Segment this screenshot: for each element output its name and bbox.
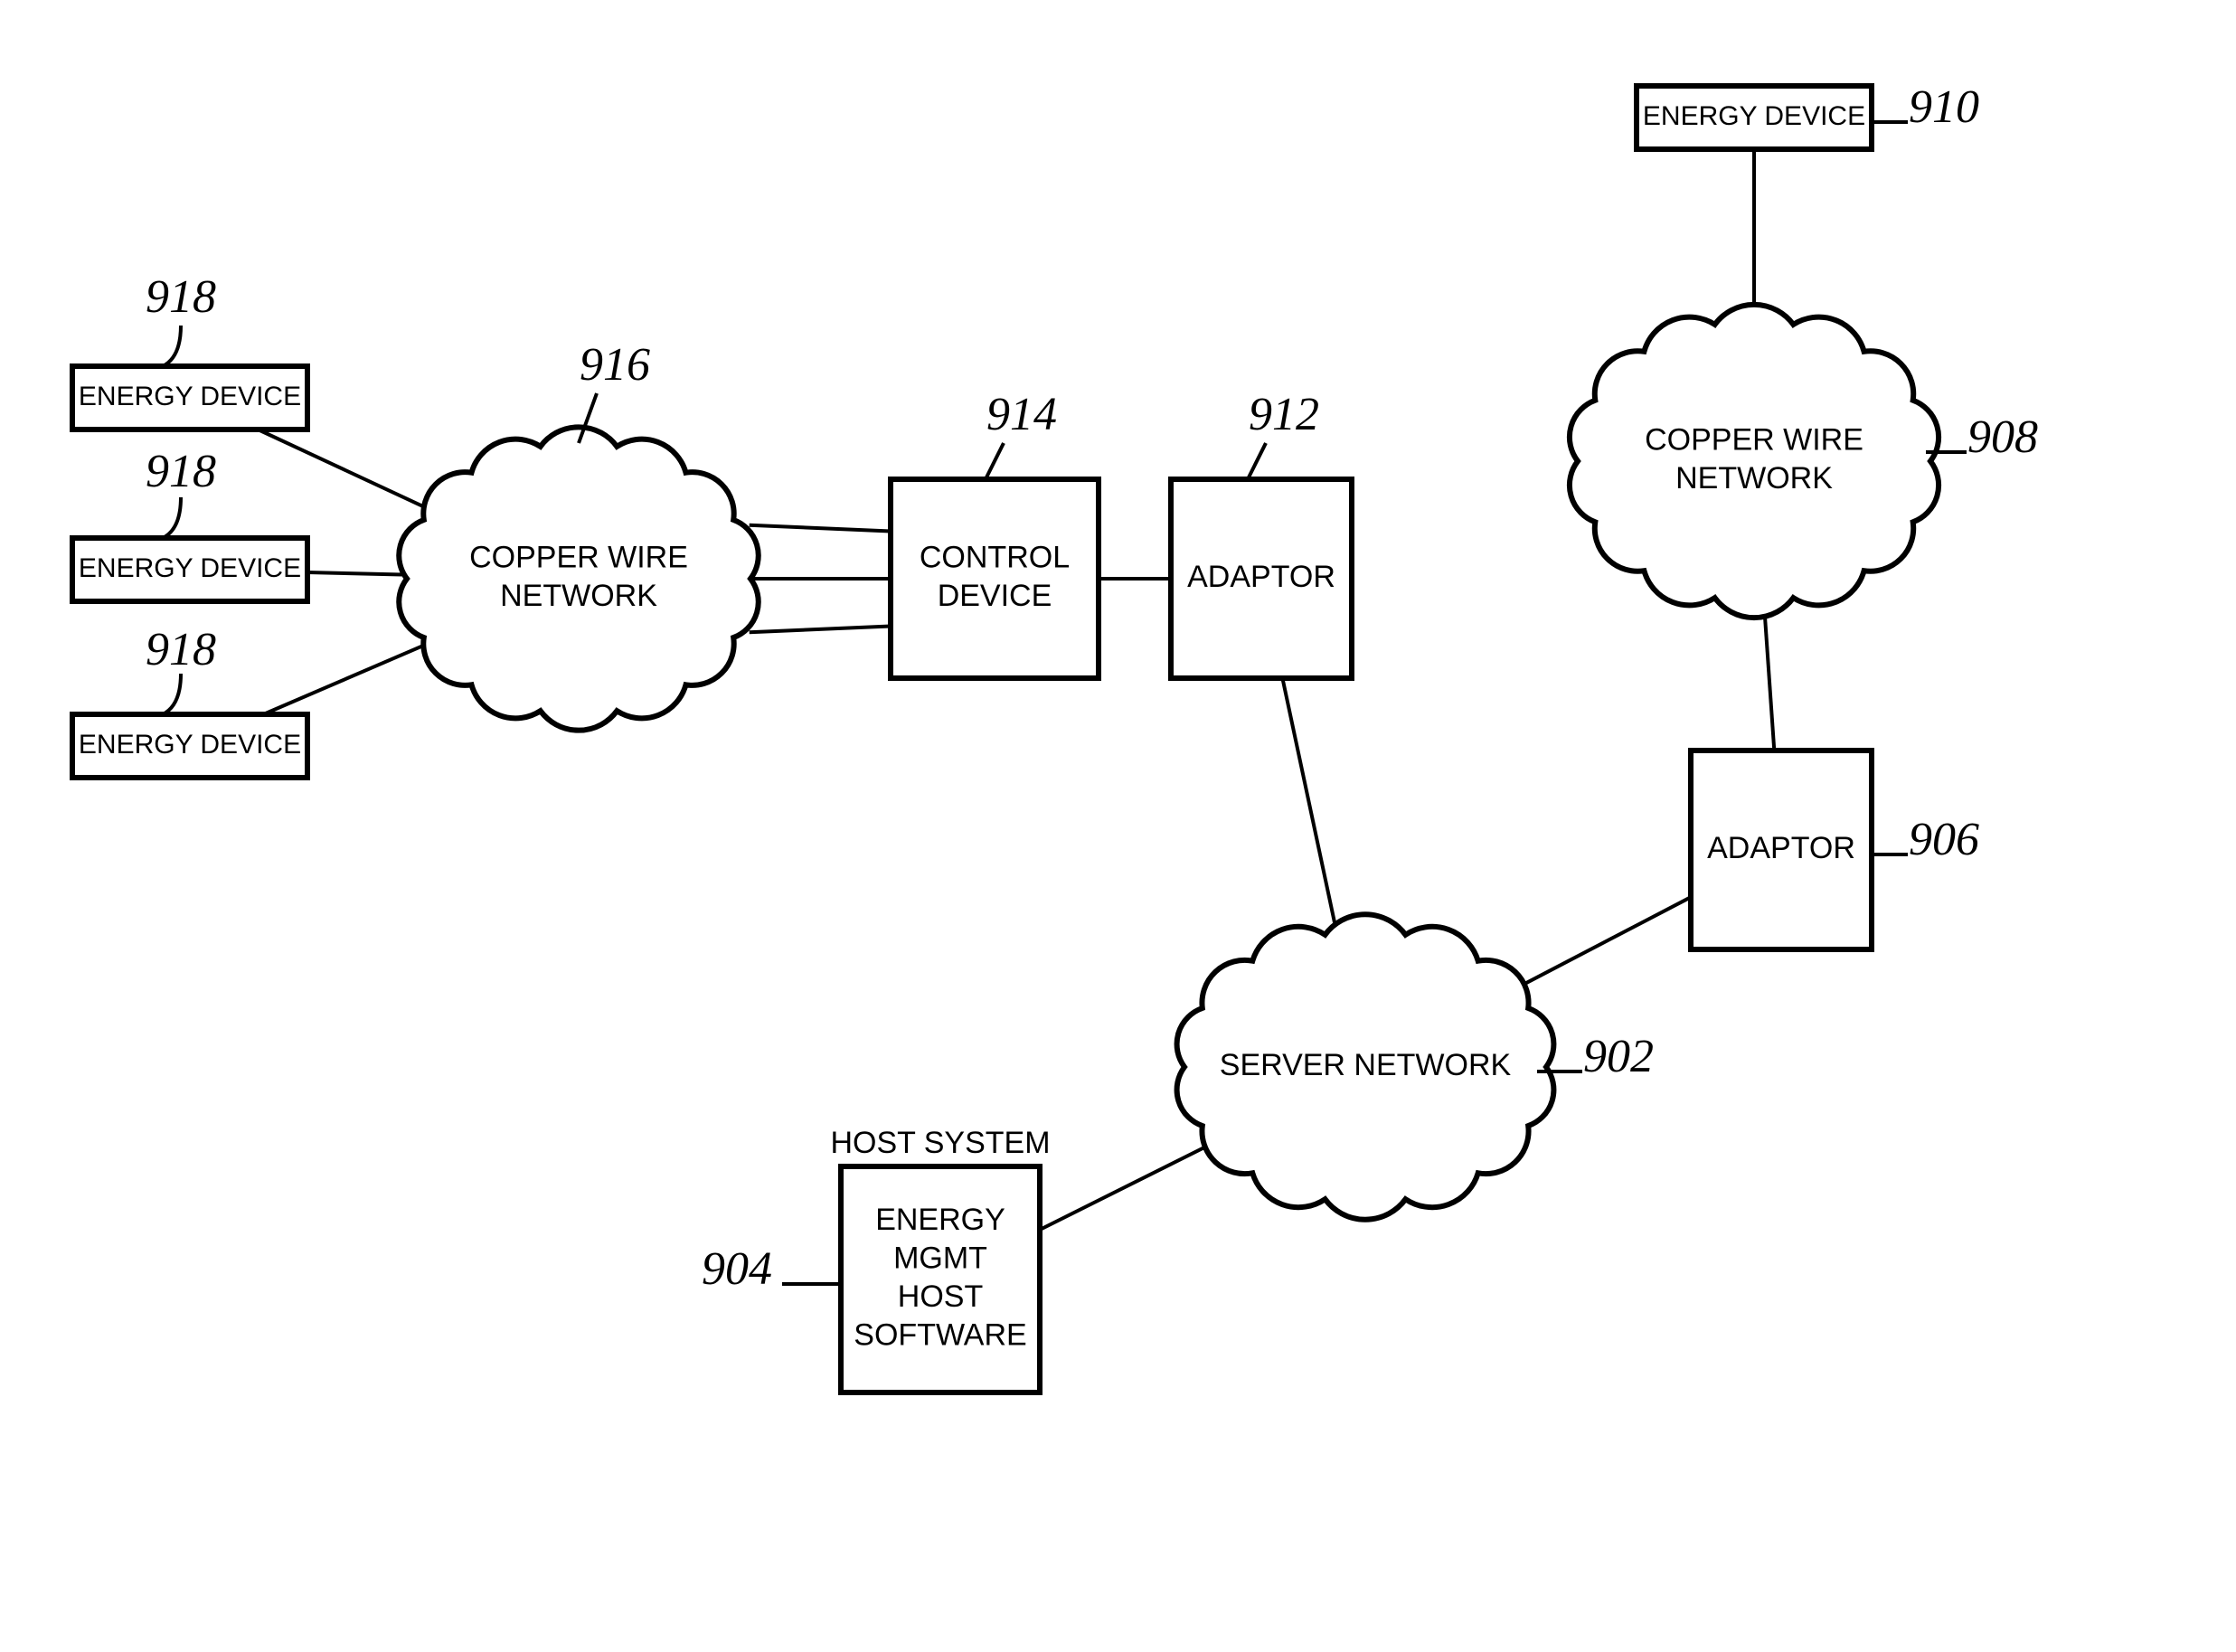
node-ed918b-label-0: ENERGY DEVICE [79,553,301,583]
ref-r918c: 918 [146,624,216,714]
ref-r912: 912 [1248,389,1319,479]
ref-r906-text: 906 [1909,814,1979,865]
node-host904-label-2: HOST [898,1279,983,1314]
node-cloud902-label-0: SERVER NETWORK [1220,1048,1512,1082]
node-cloud916-label-0: COPPER WIRE [469,541,688,575]
ref-r914-leader [986,443,1004,479]
ref-r918b: 918 [146,446,216,538]
ref-r906: 906 [1872,814,1979,865]
ref-r918a: 918 [146,271,216,366]
node-host904-label-1: MGMT [893,1241,987,1276]
node-cloud916: COPPER WIRE NETWORK [399,427,759,730]
edge-adpt906-cloud908 [1764,601,1775,750]
ref-r914: 914 [986,389,1057,479]
ref-r914-text: 914 [986,389,1057,440]
ref-r912-text: 912 [1249,389,1319,440]
node-adpt912: ADAPTOR [1171,479,1352,678]
node-host904-label-3: SOFTWARE [854,1318,1026,1353]
ref-r916-text: 916 [580,339,650,391]
node-cloud916-label-1: NETWORK [500,579,657,613]
ref-r904-text: 904 [702,1243,772,1295]
ref-r908-text: 908 [1967,411,2038,463]
ref-r918a-leader [163,326,181,366]
node-ed910: ENERGY DEVICE [1637,86,1872,149]
ref-r912-leader [1248,443,1266,479]
node-host904-label-0: ENERGY [875,1203,1005,1237]
edge-ed918b-cloud916 [307,572,407,575]
node-host904-title: HOST SYSTEM [830,1126,1050,1160]
nodes-layer: ENERGY DEVICEENERGY DEVICEENERGY DEVICEC… [72,86,1939,1392]
ref-r910: 910 [1872,81,1979,133]
ref-r918b-text: 918 [146,446,216,497]
node-cloud902: SERVER NETWORK [1177,914,1554,1219]
ref-r918a-text: 918 [146,271,216,323]
ref-r904: 904 [702,1243,841,1295]
node-ed918a: ENERGY DEVICE [72,366,307,430]
ref-r918c-leader [163,674,181,714]
node-ctrl914-label-0: CONTROL [920,541,1070,575]
edge-ed918c-cloud916 [263,644,428,714]
edge-adpt912-cloud902 [1282,678,1336,933]
ref-r918c-text: 918 [146,624,216,675]
node-ed918c-label-0: ENERGY DEVICE [79,730,301,760]
node-cloud908-label-0: COPPER WIRE [1645,423,1863,458]
node-ctrl914-label-1: DEVICE [938,579,1052,613]
node-ed910-label-0: ENERGY DEVICE [1643,101,1865,131]
node-cloud908-label-1: NETWORK [1675,461,1833,496]
ref-r910-text: 910 [1909,81,1979,133]
edge-cloud916-ctrl914-0 [750,525,891,532]
node-adpt906-label-0: ADAPTOR [1707,831,1855,865]
edge-cloud902-adpt906 [1514,897,1691,989]
node-ctrl914: CONTROL DEVICE [891,479,1099,678]
node-host904: ENERGY MGMTHOST SOFTWARE HOST SYSTEM [830,1126,1050,1392]
edge-cloud902-host904 [1040,1142,1215,1230]
node-ed918b: ENERGY DEVICE [72,538,307,601]
node-cloud908: COPPER WIRENETWORK [1570,305,1939,618]
node-adpt906: ADAPTOR [1691,750,1872,949]
ref-r902-text: 902 [1583,1031,1654,1082]
ref-r908: 908 [1926,411,2038,463]
edge-ed918a-cloud916 [258,430,430,510]
edge-cloud916-ctrl914-2 [750,627,891,633]
node-ed918a-label-0: ENERGY DEVICE [79,382,301,411]
node-ed918c: ENERGY DEVICE [72,714,307,778]
node-adpt912-label-0: ADAPTOR [1187,560,1335,594]
ref-r918b-leader [163,497,181,538]
